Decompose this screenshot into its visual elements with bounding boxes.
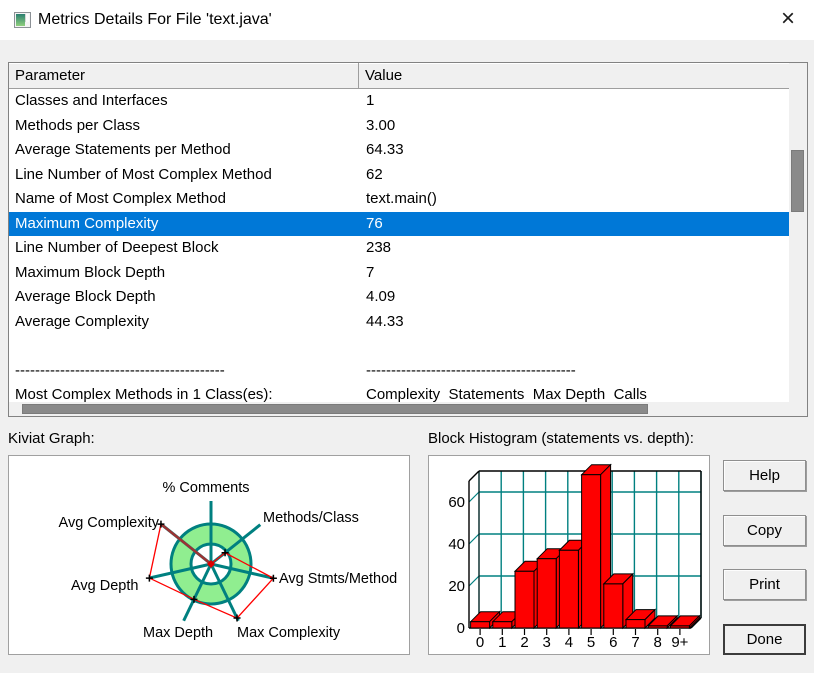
table-row[interactable]: Maximum Block Depth 7 [9,261,789,286]
histogram-x-tick-label: 9+ [671,634,688,651]
value-cell [360,334,789,359]
histogram-x-tick-label: 8 [654,634,662,651]
histogram-x-tick-label: 2 [520,634,528,651]
value-cell: ----------------------------------------… [366,361,576,379]
param-cell [9,334,360,359]
copy-button[interactable]: Copy [723,515,806,546]
param-cell: Maximum Block Depth [15,263,166,281]
histogram-x-tick-label: 3 [543,634,551,651]
value-cell: Complexity Statements Max Depth Calls [366,386,647,402]
param-cell: Line Number of Most Complex Method [15,165,272,183]
app-icon [14,12,31,28]
table-row[interactable]: ----------------------------------------… [9,359,789,384]
horizontal-scrollbar[interactable] [9,402,789,416]
histogram-x-tick-label: 4 [565,634,573,651]
histogram-x-tick-label: 1 [498,634,506,651]
kiviat-axis-label: Max Depth [143,625,213,641]
block-histogram-label: Block Histogram (statements vs. depth): [428,430,694,447]
value-cell: 3.00 [366,116,396,134]
table-row[interactable]: Average Complexity 44.33 [9,310,789,335]
kiviat-axis-label: Avg Stmts/Method [279,571,397,587]
histogram-y-tick-label: 60 [448,494,465,511]
table-row[interactable]: Line Number of Most Complex Method 62 [9,163,789,188]
table-row[interactable]: Most Complex Methods in 1 Class(es): Com… [9,383,789,402]
table-row[interactable]: Line Number of Deepest Block 238 [9,236,789,261]
kiviat-graph: % Comments Methods/Class Avg Stmts/Method M… [8,455,410,655]
param-cell: Average Statements per Method [15,141,231,158]
kiviat-axis-label: Max Complexity [237,625,341,641]
table-header: Parameter Value [9,63,789,89]
value-cell: 4.09 [366,288,396,305]
param-cell: Most Complex Methods in 1 Class(es): [15,386,273,402]
value-cell: 44.33 [366,312,404,330]
column-header-parameter[interactable]: Parameter [9,63,359,88]
param-cell: Average Block Depth [15,288,156,305]
value-cell: 64.33 [366,141,404,158]
kiviat-axis-label: Avg Depth [71,578,138,594]
value-cell: 238 [366,239,392,256]
print-button[interactable]: Print [723,569,806,600]
value-cell: 7 [366,263,375,281]
param-cell: Average Complexity [15,312,149,330]
titlebar: Metrics Details For File 'text.java' × [0,0,814,40]
kiviat-axis-label: Avg Complexity [59,515,160,531]
table-row[interactable]: Maximum Complexity 76 [9,211,789,236]
kiviat-axis-label: % Comments [162,480,249,496]
value-cell: 1 [366,92,375,109]
histogram-x-tick-label: 5 [587,634,595,651]
histogram-bar-6 [602,572,635,630]
histogram-y-tick-label: 40 [448,536,465,553]
histogram-y-tick-label: 20 [448,578,465,595]
help-button[interactable]: Help [723,460,806,491]
column-header-value[interactable]: Value [365,67,403,84]
histogram-bar-7 [624,608,657,630]
param-cell: Methods per Class [15,116,141,134]
histogram-bar-9+ [669,614,701,630]
param-cell: Maximum Complexity [15,214,159,232]
histogram-x-tick-label: 0 [476,634,484,651]
histogram-bar-8 [646,614,679,630]
done-button[interactable]: Done [723,624,806,655]
table-row[interactable]: Average Block Depth 4.09 [9,285,789,310]
histogram-x-tick-label: 7 [631,634,639,651]
table-row[interactable]: Classes and Interfaces 1 [9,89,789,114]
kiviat-axis-label: Methods/Class [263,510,359,526]
vertical-scrollbar-thumb[interactable] [791,150,804,212]
table-row[interactable]: Name of Most Complex Method text.main() [9,187,789,212]
horizontal-scrollbar-thumb[interactable] [22,404,648,414]
metrics-table: Parameter Value Classes and Interfaces 1… [8,62,808,417]
param-cell: ----------------------------------------… [15,361,225,379]
close-button[interactable]: × [768,0,808,38]
value-cell: 62 [366,165,383,183]
histogram-x-tick-label: 6 [609,634,617,651]
table-row[interactable]: Average Statements per Method 64.33 [9,138,789,163]
histogram-y-tick-label: 0 [457,620,465,637]
table-row[interactable] [9,334,789,359]
table-body: Classes and Interfaces 1 Methods per Cla… [9,89,789,402]
table-row[interactable]: Methods per Class 3.00 [9,114,789,139]
param-cell: Name of Most Complex Method [15,190,226,207]
param-cell: Classes and Interfaces [15,92,168,109]
window-title: Metrics Details For File 'text.java' [38,11,272,28]
value-cell: text.main() [366,190,437,207]
vertical-scrollbar[interactable] [789,63,807,416]
close-icon: × [780,5,795,32]
param-cell: Line Number of Deepest Block [15,239,219,256]
value-cell: 76 [366,214,383,232]
block-histogram: 0 1 2 3 4 5 6 7 8 9+ 0 20 40 60 [428,455,710,655]
kiviat-graph-label: Kiviat Graph: [8,430,95,447]
